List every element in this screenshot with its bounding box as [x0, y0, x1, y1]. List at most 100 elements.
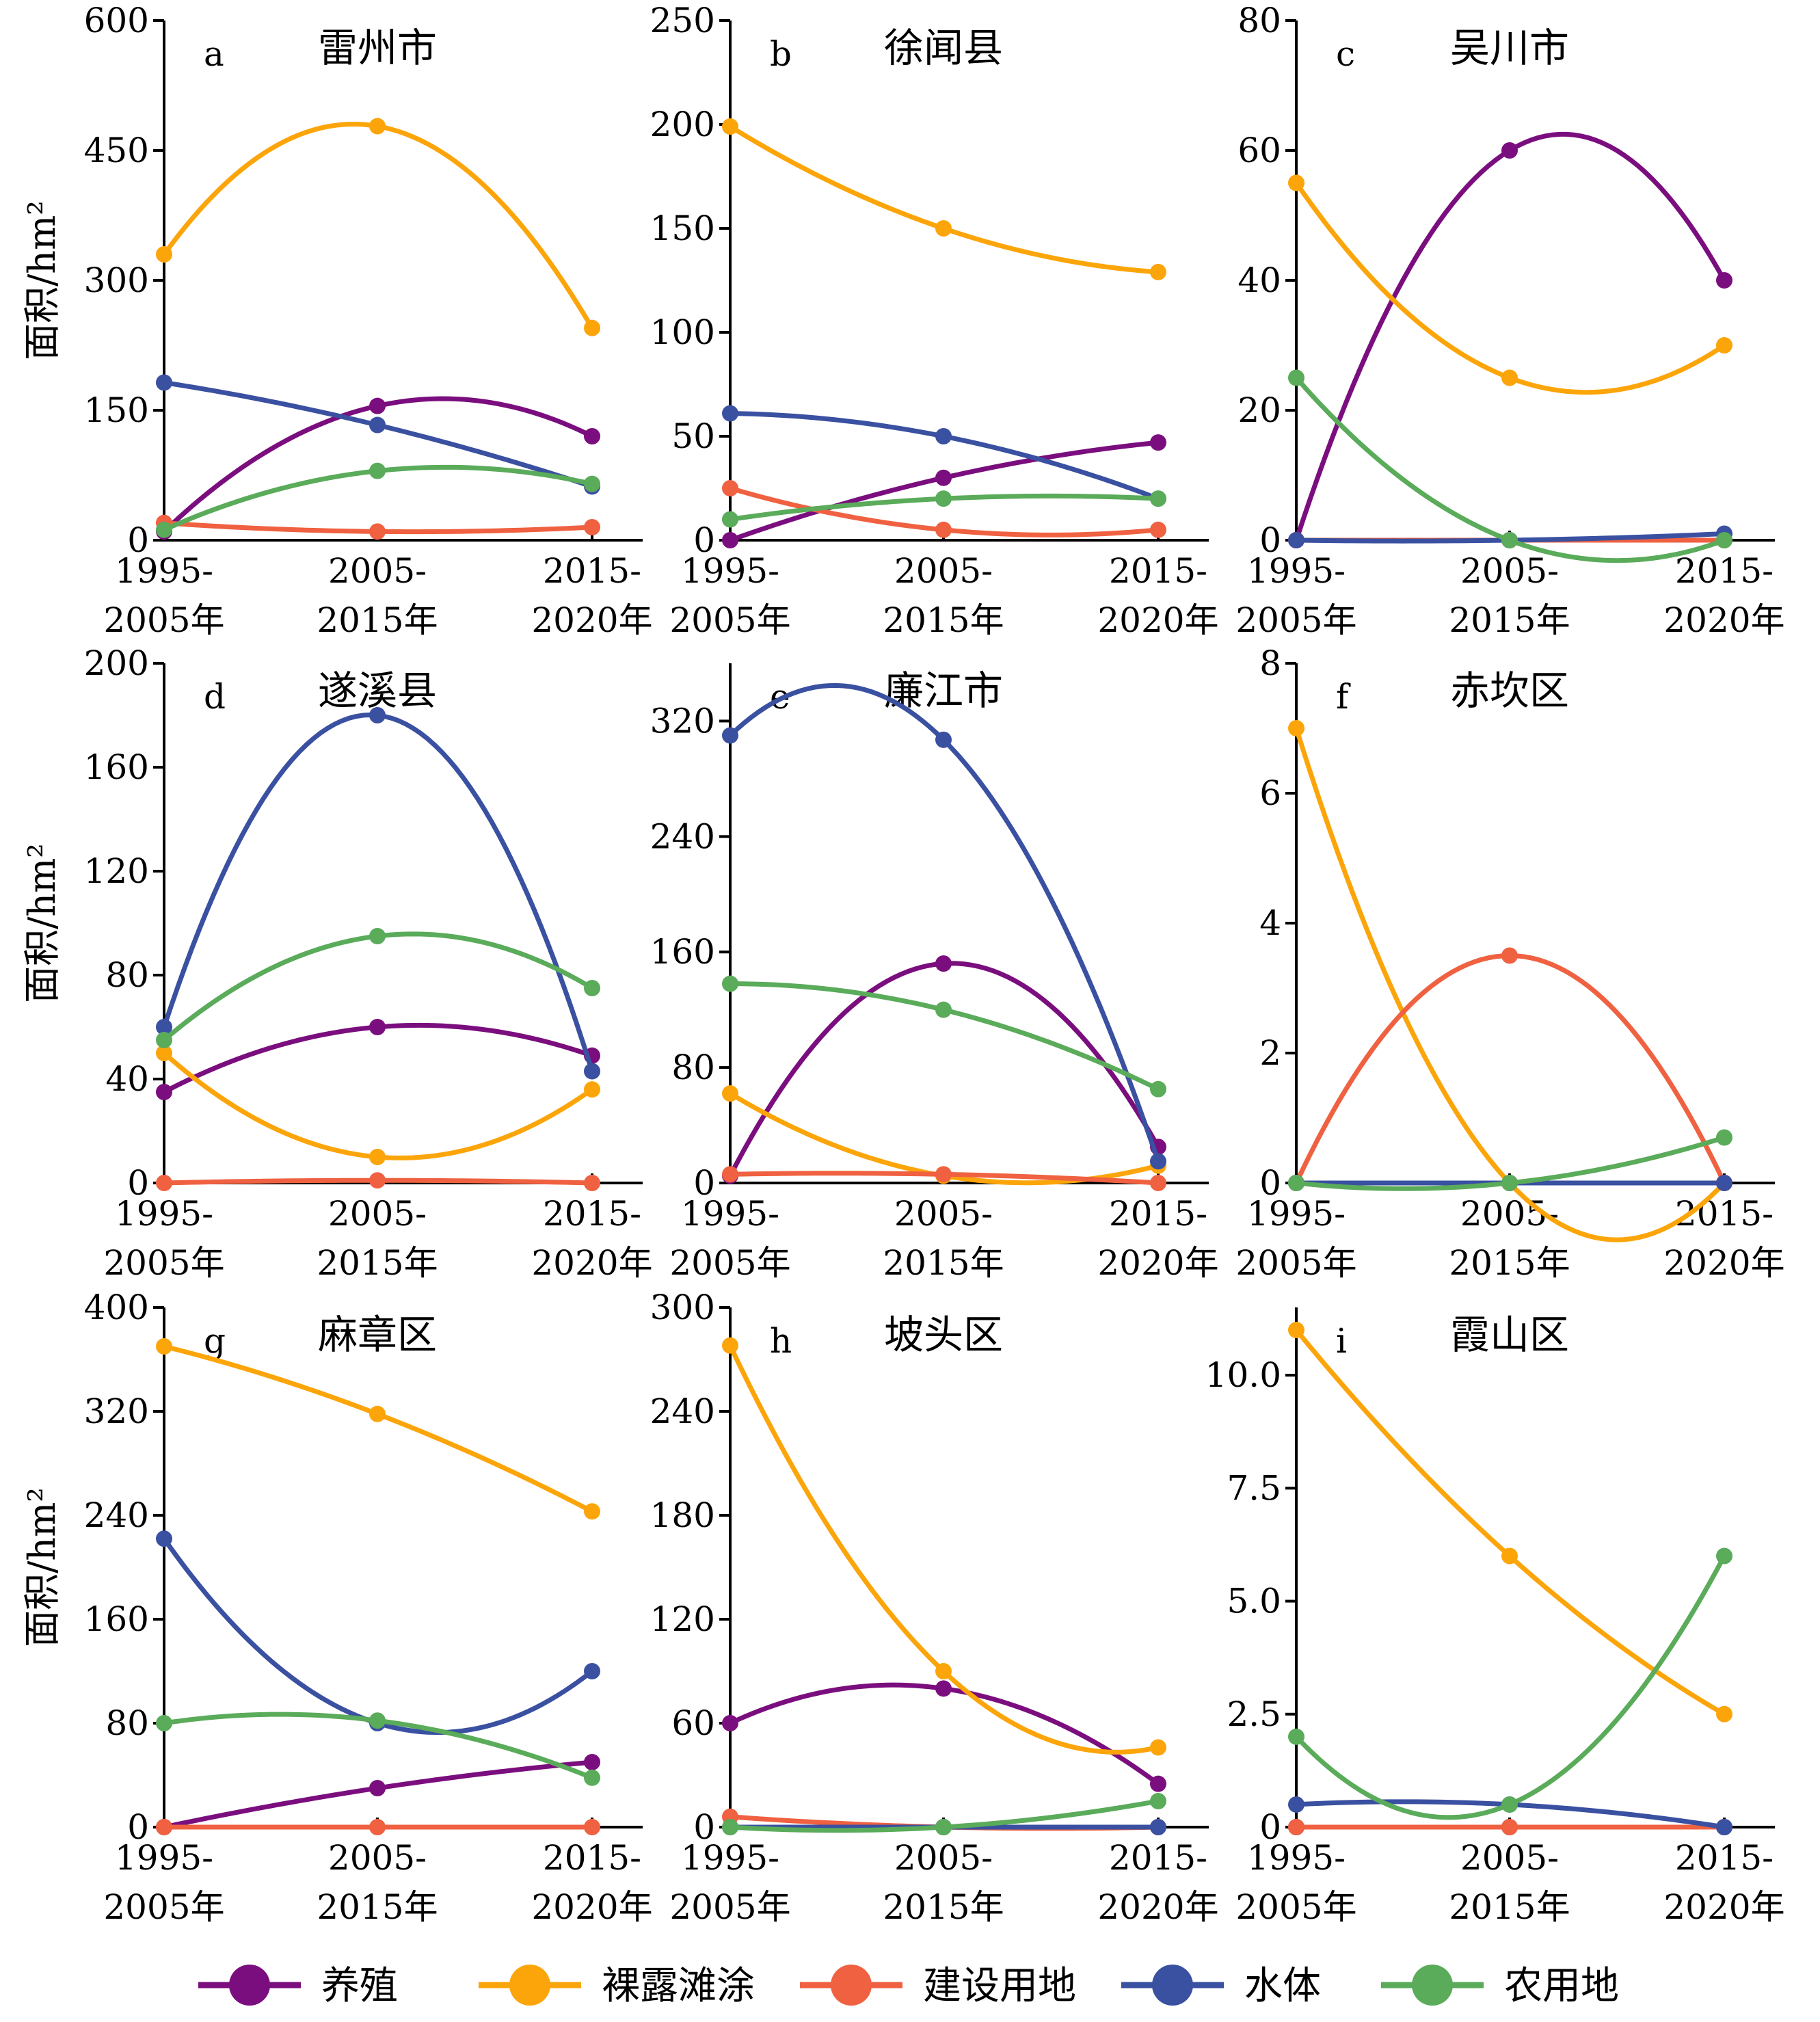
y-tick-label: 2.5 [1227, 1694, 1281, 1734]
legend-label: 裸露滩涂 [602, 1964, 755, 2008]
y-tick-label: 80 [105, 1703, 149, 1743]
x-tick-label: 2020年 [1663, 1243, 1784, 1283]
data-point-bare [1501, 1547, 1518, 1565]
x-tick-label: 2020年 [1663, 1887, 1784, 1927]
x-tick-label: 2020年 [531, 1887, 652, 1927]
y-tick-label: 240 [84, 1495, 149, 1535]
x-tick-label: 2015- [1109, 551, 1207, 591]
x-tick-label: 1995- [681, 551, 779, 591]
data-point-aquaculture [722, 532, 738, 548]
data-point-water [1288, 1796, 1304, 1813]
data-point-farmland [369, 928, 386, 944]
panel-title: 吴川市 [1450, 25, 1569, 71]
series-construction [156, 514, 600, 540]
y-axis-label: 面积/hm² [21, 1487, 64, 1647]
x-tick-label: 2015年 [317, 1243, 438, 1283]
data-point-water [156, 1530, 172, 1547]
data-point-farmland [935, 490, 952, 507]
y-tick-label: 450 [84, 131, 149, 170]
series-aquaculture [722, 955, 1166, 1184]
y-tick-label: 0 [693, 520, 715, 560]
x-tick-label: 1995- [681, 1194, 779, 1234]
data-point-construction [156, 1819, 172, 1835]
x-tick-label: 2005年 [103, 1887, 224, 1927]
legend-item-farmland: 农用地 [1381, 1964, 1619, 2008]
series-line-aquaculture [727, 1682, 1161, 1787]
x-tick-label: 2005- [894, 551, 993, 591]
x-tick-label: 2005- [1460, 1838, 1559, 1878]
series-line-bare [161, 122, 595, 331]
y-axis-label: 面积/hm² [21, 200, 64, 360]
x-tick-label: 2015- [543, 1838, 641, 1878]
x-tick-label: 2005- [328, 1838, 427, 1878]
data-point-farmland [1501, 1796, 1518, 1813]
data-point-construction [584, 1819, 600, 1835]
y-tick-label: 10.0 [1205, 1355, 1281, 1395]
x-tick-label: 1995- [115, 551, 213, 591]
x-tick-label: 2005- [328, 1194, 427, 1234]
x-tick-label: 2015年 [1449, 1887, 1570, 1927]
panel-g: 0 80 160 240 320 400 1995- 2005年 2005- 2015年 2015-… [84, 1288, 653, 1927]
x-tick-label: 2020年 [1097, 1243, 1218, 1283]
legend-swatch-marker [229, 1965, 270, 2006]
y-tick-label: 160 [650, 932, 715, 972]
series-bare [1288, 174, 1732, 395]
y-axis-labels: 面积/hm² 面积/hm² 面积/hm² [21, 200, 64, 1647]
y-tick-label: 150 [650, 209, 715, 248]
data-point-bare [1716, 337, 1732, 354]
data-point-bare [1501, 369, 1518, 386]
y-tick-label: 300 [84, 261, 149, 300]
x-tick-label: 2005年 [669, 1243, 790, 1283]
data-point-water [156, 374, 172, 391]
x-tick-label: 2020年 [1097, 1887, 1218, 1927]
x-tick-label: 2020年 [1663, 600, 1784, 640]
series-construction [156, 1819, 600, 1835]
data-point-water [1716, 1819, 1732, 1835]
data-point-bare [369, 1149, 386, 1165]
y-tick-label: 100 [650, 312, 715, 352]
data-point-water [1150, 1153, 1166, 1170]
series-aquaculture [156, 1019, 600, 1100]
y-tick-label: 180 [650, 1495, 715, 1535]
data-point-aquaculture [369, 397, 386, 414]
data-point-construction [722, 480, 738, 496]
panel-letter: f [1336, 677, 1351, 717]
panel-title: 赤坎区 [1450, 667, 1569, 714]
data-point-farmland [156, 521, 172, 538]
y-tick-label: 0 [1259, 1807, 1281, 1847]
data-point-farmland [584, 475, 600, 492]
x-tick-label: 2015- [543, 1194, 641, 1234]
panel-letter: h [770, 1321, 792, 1361]
y-tick-label: 160 [84, 747, 149, 787]
series-line-bare [161, 1050, 595, 1160]
data-point-water [369, 707, 386, 723]
y-tick-label: 600 [84, 1, 149, 40]
data-point-bare [584, 1503, 600, 1520]
x-tick-label: 2015- [1675, 551, 1774, 591]
x-tick-label: 2005- [328, 551, 427, 591]
data-point-farmland [369, 462, 386, 479]
x-tick-label: 2005年 [669, 600, 790, 640]
panel-letter: b [770, 34, 792, 74]
panel-i: 0 2.5 5.0 7.5 10.0 1995- 2005年 2005- 2015年 2015- 2… [1205, 1307, 1785, 1927]
data-point-construction [1501, 1819, 1518, 1835]
series-aquaculture [1288, 131, 1732, 548]
panel-c: 0 20 40 60 80 1995- 2005年 2005- 2015年 2015- 2020年 c… [1235, 1, 1784, 640]
y-tick-label: 240 [650, 1392, 715, 1431]
x-tick-label: 2020年 [531, 600, 652, 640]
data-point-farmland [1150, 1793, 1166, 1809]
x-tick-label: 2020年 [1097, 600, 1218, 640]
panel-a: 0 150 300 450 600 1995- 2005年 2005- 2015年 2015- 20… [84, 1, 653, 640]
series-farmland [1288, 1547, 1732, 1820]
x-tick-label: 2015年 [883, 1243, 1004, 1283]
y-tick-label: 0 [1259, 1163, 1281, 1203]
data-point-bare [369, 1405, 386, 1422]
series-line-bare [1294, 181, 1727, 395]
x-tick-label: 2005年 [103, 600, 224, 640]
panel-h: 0 60 120 180 240 300 1995- 2005年 2005- 2015年 2015-… [650, 1288, 1219, 1927]
data-point-construction [369, 1172, 386, 1189]
legend-item-aquaculture: 养殖 [198, 1964, 398, 2008]
y-tick-label: 60 [1237, 131, 1281, 170]
data-point-bare [584, 319, 600, 336]
x-tick-label: 1995- [115, 1838, 213, 1878]
